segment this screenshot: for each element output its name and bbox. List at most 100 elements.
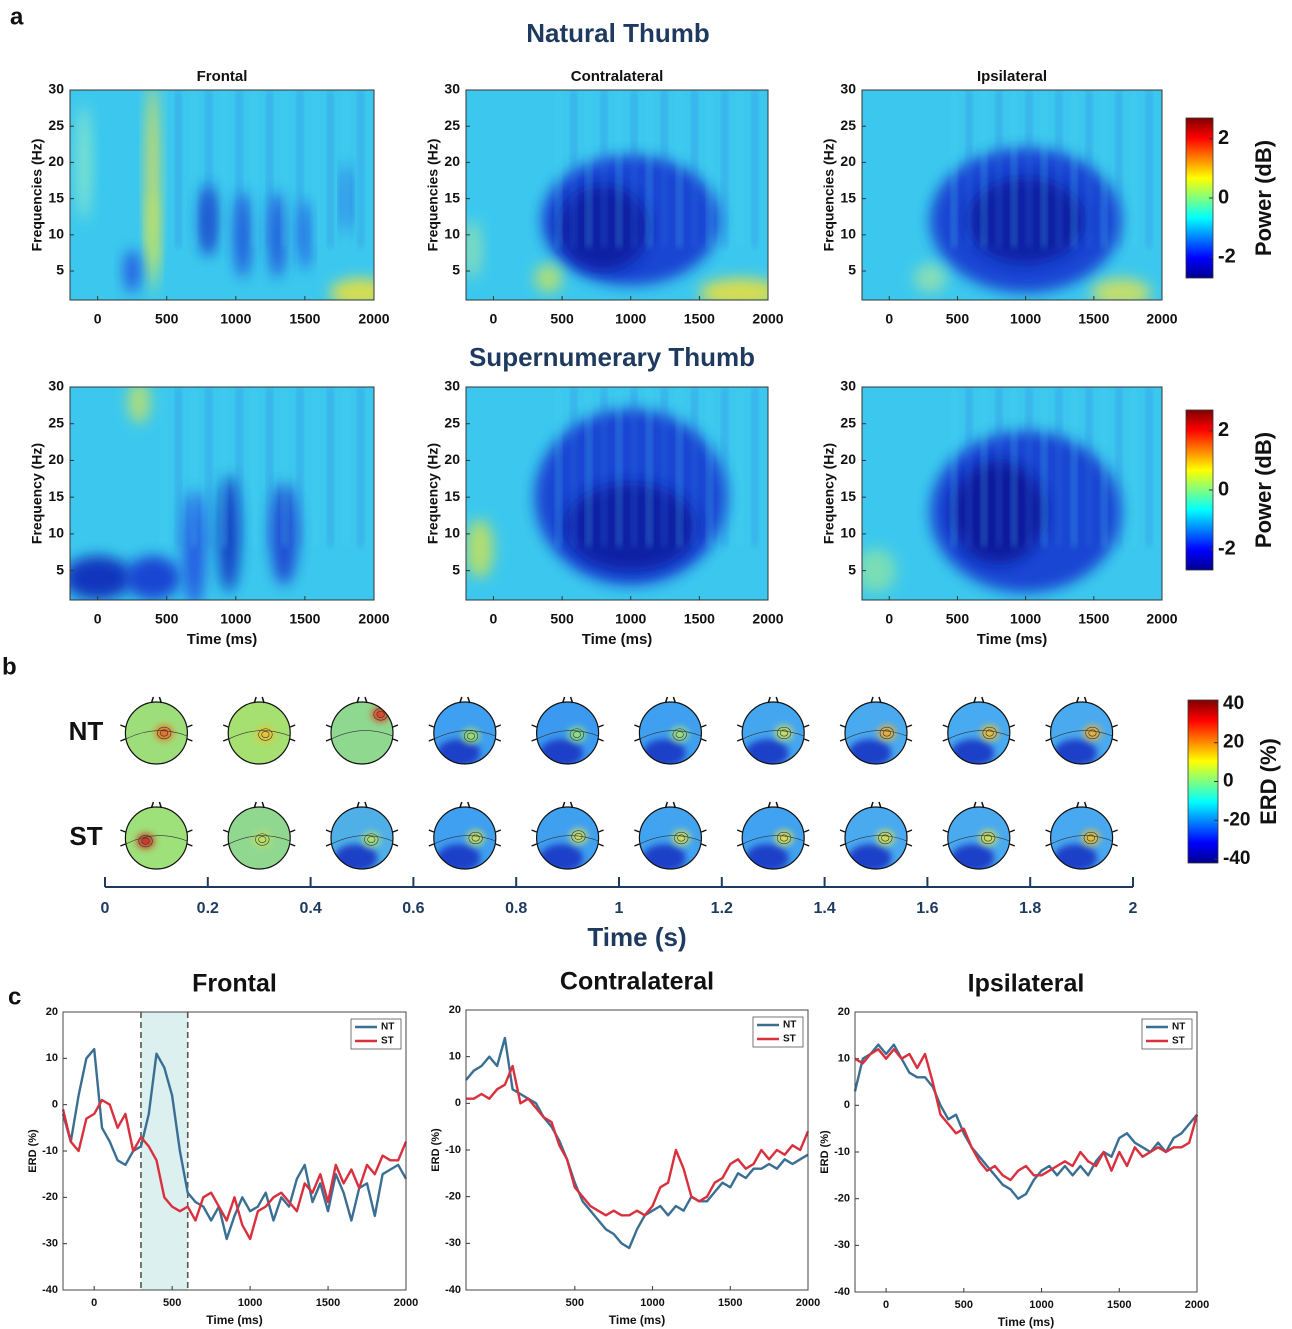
- series-line: [61, 1047, 408, 1241]
- y-tick-label: 30: [840, 378, 856, 394]
- plot-frame: [465, 89, 769, 301]
- y-tick-label: 30: [444, 378, 460, 394]
- spectrogram-streak: [967, 90, 971, 248]
- y-tick-label: 15: [444, 189, 460, 205]
- x-tick-label: 2000: [358, 611, 389, 627]
- head-contour: [947, 835, 1010, 845]
- y-tick-label: -10: [445, 1144, 461, 1156]
- x-axis-label: Time (ms): [187, 631, 258, 648]
- legend-label: NT: [381, 1022, 394, 1033]
- x-tick-label: 1500: [1078, 611, 1109, 627]
- head-nose: [767, 801, 779, 809]
- x-tick-label: 0.8: [505, 900, 527, 917]
- head-contour: [125, 835, 188, 845]
- y-tick-label: 10: [48, 525, 64, 541]
- head-nose: [150, 801, 163, 809]
- head-contour: [433, 835, 496, 845]
- colorbar-tick-label: -20: [1223, 809, 1250, 830]
- head-blob: [569, 829, 588, 844]
- head-blob: [1082, 830, 1100, 846]
- y-tick-label: 0: [455, 1097, 461, 1109]
- head-blob: [876, 830, 894, 846]
- colorbar: [1185, 117, 1214, 279]
- head-outline: [638, 701, 703, 765]
- y-tick-label: 30: [840, 81, 856, 97]
- head-nose: [150, 696, 163, 704]
- spectrogram-blob: [268, 191, 286, 279]
- head-ears: [1045, 724, 1118, 742]
- head-contour: [141, 837, 150, 845]
- head-contour: [228, 730, 291, 740]
- head-outline: [1049, 701, 1114, 765]
- head-contour: [845, 835, 907, 845]
- head-contour: [331, 730, 393, 740]
- spectrogram-blob: [967, 176, 1085, 264]
- y-tick-label: -40: [42, 1284, 58, 1296]
- head-contour: [367, 836, 376, 844]
- x-tick-label: 1000: [615, 611, 646, 627]
- head-blob: [980, 725, 999, 741]
- x-tick-label: 0: [885, 611, 893, 627]
- x-tick-label: 1.6: [916, 900, 938, 917]
- x-axis-label: Time (ms): [206, 1313, 262, 1327]
- x-tick-label: 1.8: [1019, 900, 1041, 917]
- spectrogram-streak: [1057, 90, 1061, 248]
- head-ears: [942, 829, 1016, 847]
- head-contour: [228, 835, 291, 845]
- x-tick-label: 1000: [220, 611, 251, 627]
- x-tick-label: 0: [101, 900, 110, 917]
- head-outline: [433, 806, 497, 870]
- y-axis-label: Frequencies (Hz): [821, 139, 837, 252]
- y-tick-label: 20: [48, 153, 64, 169]
- head-contour: [947, 730, 1010, 740]
- series-line: [61, 1098, 408, 1241]
- head-nose: [459, 696, 471, 704]
- head-contour: [138, 835, 153, 848]
- y-tick-label: 20: [46, 1006, 58, 1018]
- topomap-head: [536, 702, 599, 764]
- chart-title: Frontal: [197, 68, 248, 85]
- series-line: [854, 1048, 1199, 1182]
- spectrogram-streak: [997, 387, 1001, 547]
- chart-title: Ipsilateral: [977, 68, 1047, 85]
- head-nose: [664, 696, 677, 704]
- spectrogram-blob: [534, 263, 563, 293]
- spectrogram-streak: [1072, 387, 1076, 547]
- topomap-head: [331, 702, 393, 764]
- y-tick-label: 15: [444, 488, 460, 504]
- y-tick-label: 25: [444, 414, 460, 430]
- spectrogram-streak: [982, 387, 986, 547]
- head-ears: [634, 829, 707, 847]
- spectrogram-streak: [222, 387, 226, 547]
- head-contour: [776, 831, 792, 845]
- plot-frame: [854, 1011, 1198, 1293]
- topomap-head: [125, 702, 188, 764]
- head-ears: [325, 829, 399, 847]
- head-ears: [634, 724, 707, 742]
- head-contour: [878, 831, 893, 845]
- spectrogram-streak: [752, 90, 757, 248]
- x-tick-label: 1500: [289, 311, 320, 327]
- spectrogram-blob: [466, 519, 494, 578]
- head-outline: [330, 806, 394, 870]
- spectrogram-blob: [76, 104, 91, 221]
- spectrogram-streak: [176, 90, 181, 248]
- panel-label: b: [2, 653, 17, 680]
- head-outline: [535, 806, 600, 870]
- topomap-head: [947, 807, 1010, 869]
- legend: [1141, 1018, 1193, 1050]
- colorbar-label: Power (dB): [1251, 432, 1276, 548]
- head-blob: [155, 725, 173, 741]
- chart-title: Contralateral: [571, 68, 664, 85]
- x-tick-label: 2000: [796, 1297, 820, 1309]
- topomap-head: [639, 807, 702, 869]
- y-tick-label: 30: [444, 81, 460, 97]
- series-line: [853, 1043, 1198, 1200]
- x-tick-label: 1000: [1010, 611, 1041, 627]
- legend-label: ST: [1172, 1036, 1185, 1047]
- head-ears: [942, 724, 1016, 742]
- head-ears: [839, 829, 913, 847]
- x-tick-label: 500: [550, 311, 574, 327]
- spectrogram-streak: [176, 387, 181, 547]
- spectrogram-streak: [617, 387, 621, 547]
